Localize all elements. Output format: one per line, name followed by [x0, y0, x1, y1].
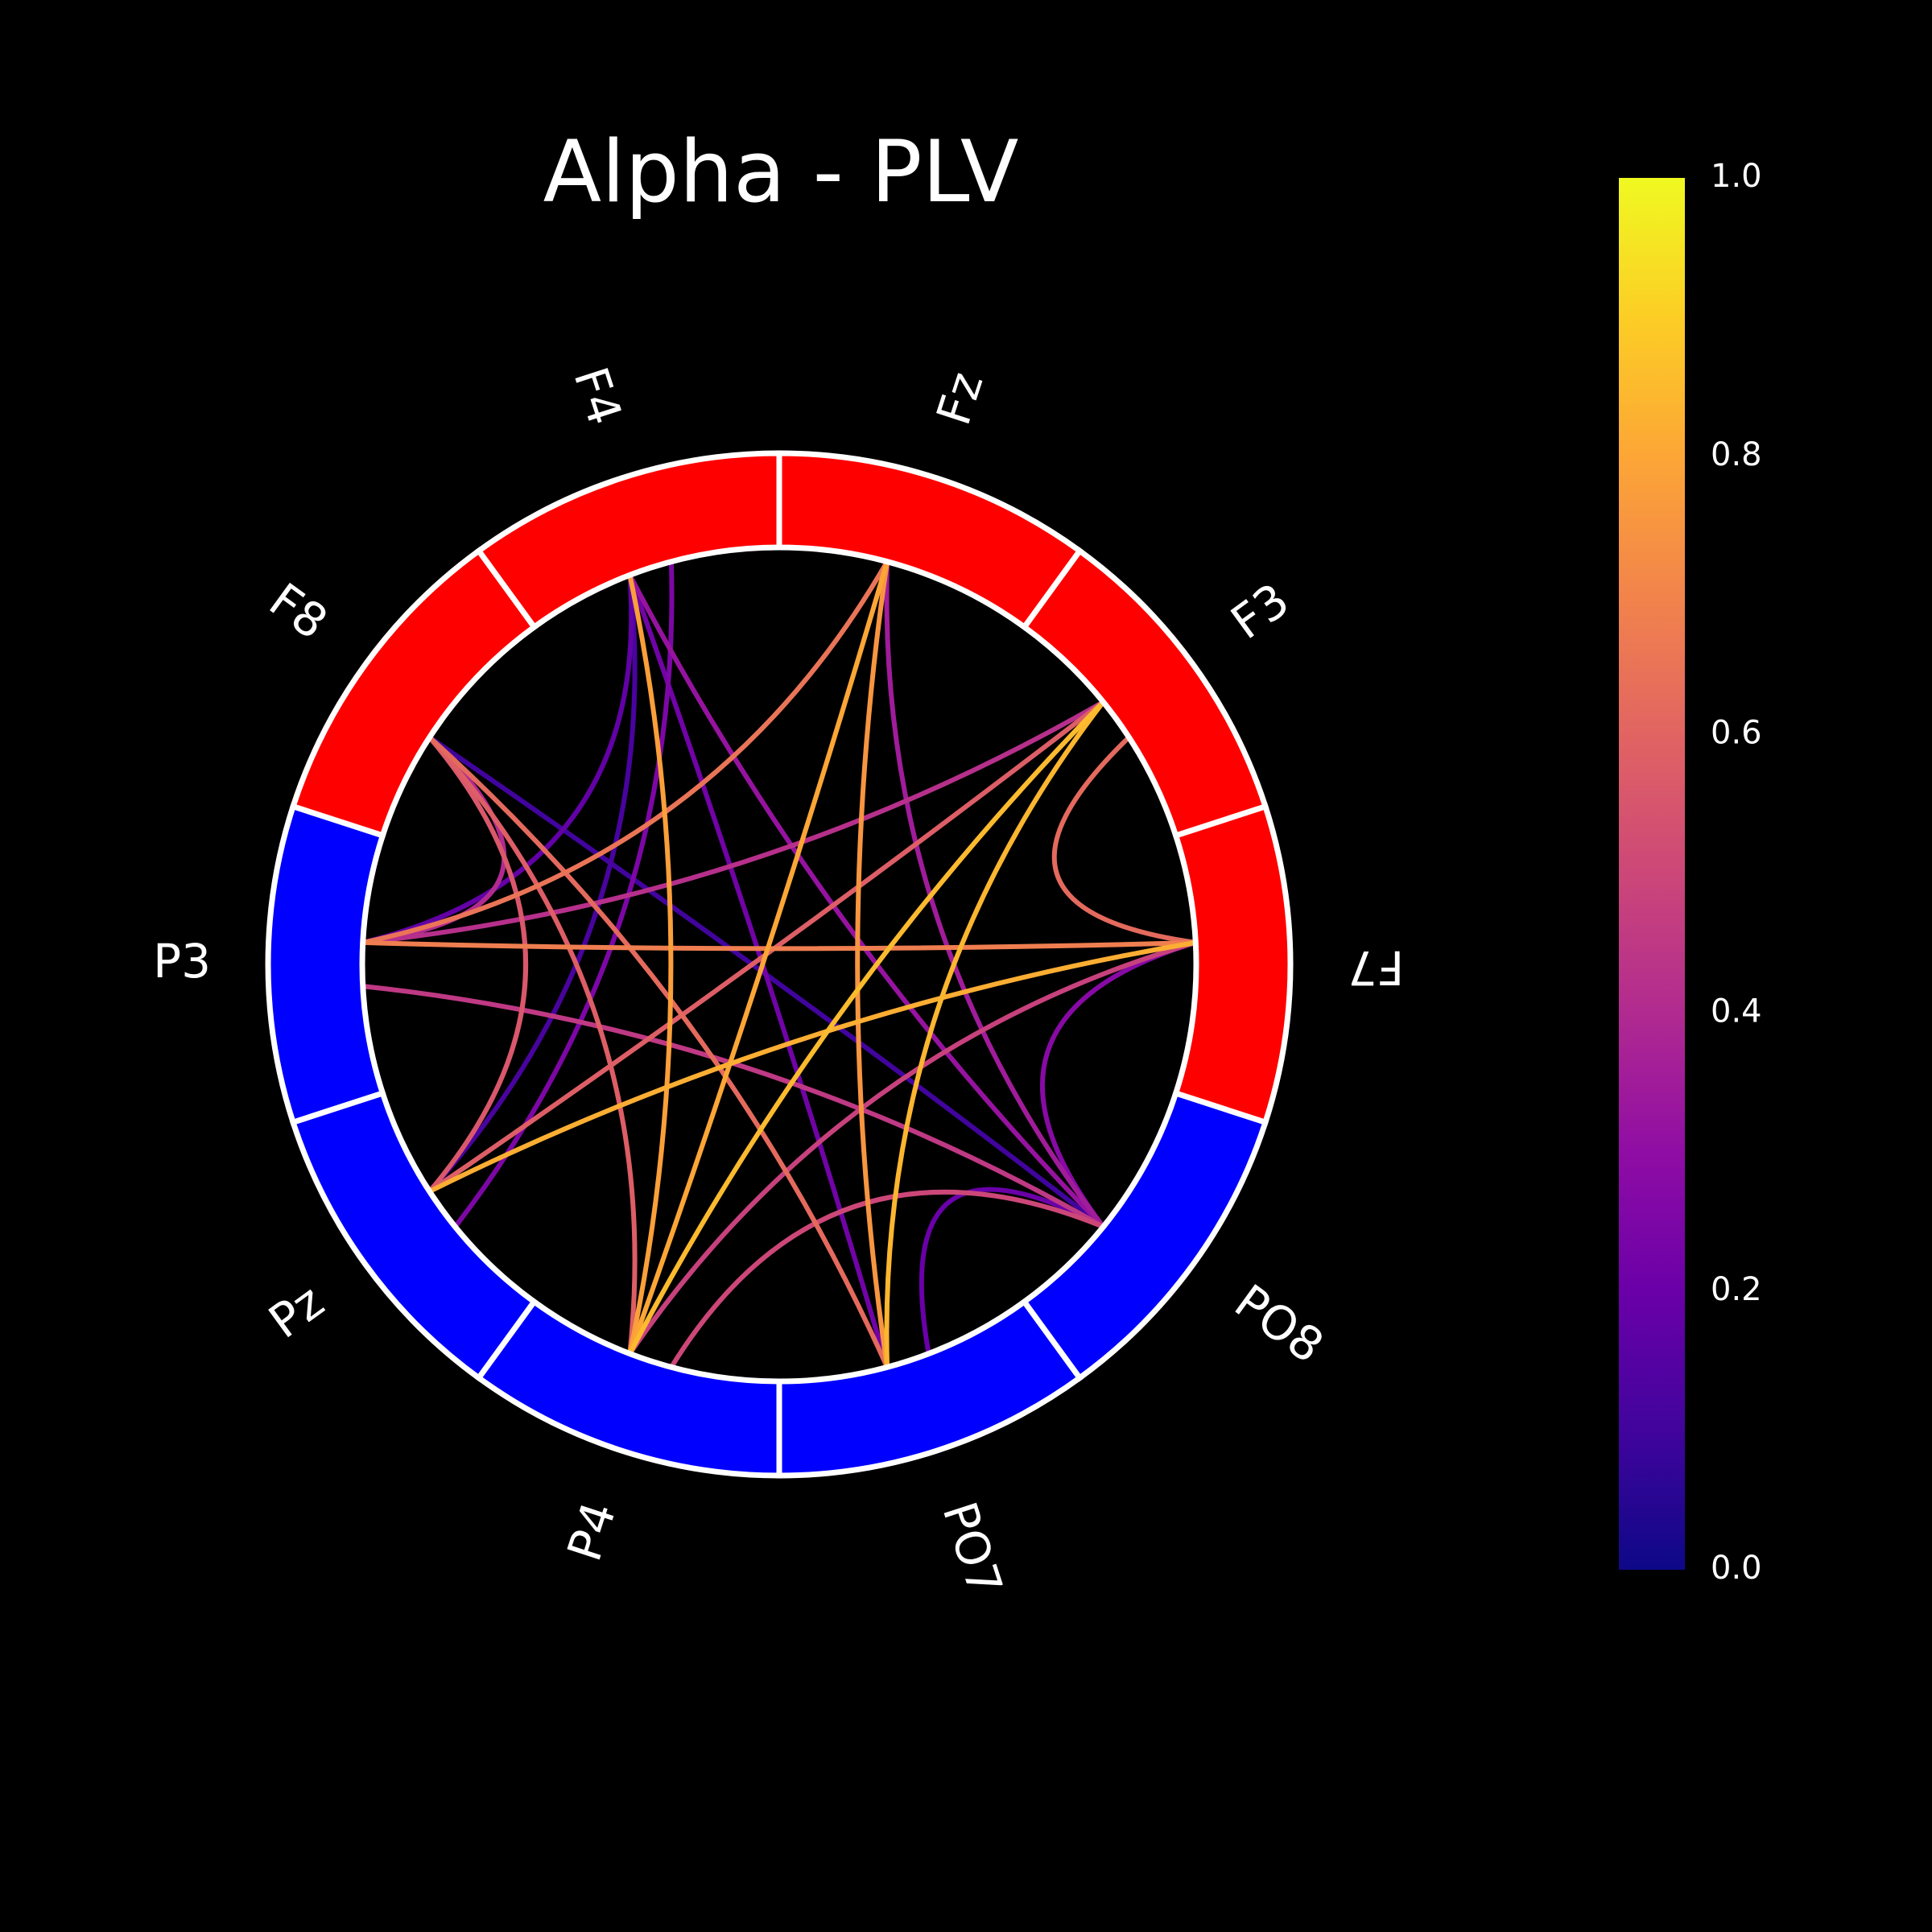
connection-f7-pz — [427, 939, 1199, 1195]
connection-f3-po7 — [884, 700, 1106, 1370]
node-label-f8: F8 — [259, 572, 337, 650]
connection-f7-f3 — [1051, 734, 1199, 945]
node-label-f4: F4 — [563, 361, 632, 431]
connection-f8-po7 — [427, 734, 890, 1370]
connection-f4-po7 — [627, 572, 890, 1370]
connection-f4-po8 — [627, 572, 1106, 1229]
colorbar-tick-label: 0.6 — [1711, 715, 1762, 752]
connection-f3-p4 — [627, 700, 1106, 1356]
connection-f3-p3 — [360, 700, 1106, 945]
connection-fz-p3 — [360, 559, 890, 945]
connection-f7-po8 — [1040, 939, 1199, 1229]
node-label-pz: Pz — [259, 1274, 334, 1348]
connection-p3-po8 — [360, 984, 1106, 1229]
colorbar-tick-label: 0.8 — [1711, 436, 1762, 473]
connection-f4-p4 — [627, 572, 674, 1356]
node-segment-po8 — [1020, 1089, 1269, 1382]
connection-f4-pz — [427, 572, 638, 1195]
connection-f8-p3 — [360, 734, 507, 945]
colorbar-tick-label: 1.0 — [1711, 158, 1762, 195]
node-label-p4: P4 — [557, 1496, 627, 1567]
colorbar-tick-label: 0.0 — [1711, 1550, 1762, 1587]
connection-f7-p4 — [627, 939, 1199, 1356]
connection-fz-p4 — [627, 559, 890, 1356]
node-segment-p3 — [265, 803, 386, 1126]
connection-fz-po8 — [884, 559, 1106, 1229]
node-segment-f8 — [289, 547, 539, 840]
colorbar: 0.0 0.2 0.4 0.6 0.8 1.0 — [1619, 158, 1762, 1587]
connection-f8-p4 — [427, 734, 638, 1356]
node-label-fz: Fz — [926, 365, 993, 431]
connection-p4-po8 — [668, 1189, 1106, 1370]
connection-f7-p3 — [360, 939, 1199, 952]
node-segment-po7 — [776, 1298, 1084, 1479]
colorbar-ticks: 0.0 0.2 0.4 0.6 0.8 1.0 — [1711, 158, 1762, 1587]
colorbar-tick-label: 0.2 — [1711, 1271, 1762, 1308]
connection-f3-pz — [427, 700, 1106, 1195]
node-label-f7: F7 — [1348, 940, 1404, 995]
node-label-po8: PO8 — [1224, 1274, 1333, 1373]
colorbar-gradient — [1619, 178, 1685, 1570]
node-segment-f3 — [1020, 547, 1269, 840]
node-ring — [265, 450, 1294, 1479]
node-segment-p4 — [474, 1298, 782, 1479]
connection-po7-po8 — [919, 1187, 1106, 1356]
connection-f4-p3 — [360, 572, 634, 945]
chart-title: Alpha - PLV — [543, 122, 1019, 221]
connection-f8-pz — [427, 734, 528, 1195]
node-label-f3: F3 — [1221, 572, 1299, 650]
connections-layer — [360, 559, 1199, 1370]
connection-pz-f4 — [452, 559, 675, 1229]
node-segment-pz — [289, 1089, 539, 1382]
node-segment-f7 — [1172, 803, 1294, 1126]
node-label-p3: P3 — [153, 934, 211, 989]
node-segment-fz — [776, 450, 1084, 631]
colorbar-tick-label: 0.4 — [1711, 993, 1762, 1030]
connection-f8-po8 — [427, 734, 1106, 1229]
node-label-po7: PO7 — [932, 1496, 1013, 1603]
connection-fz-po7 — [855, 559, 890, 1370]
